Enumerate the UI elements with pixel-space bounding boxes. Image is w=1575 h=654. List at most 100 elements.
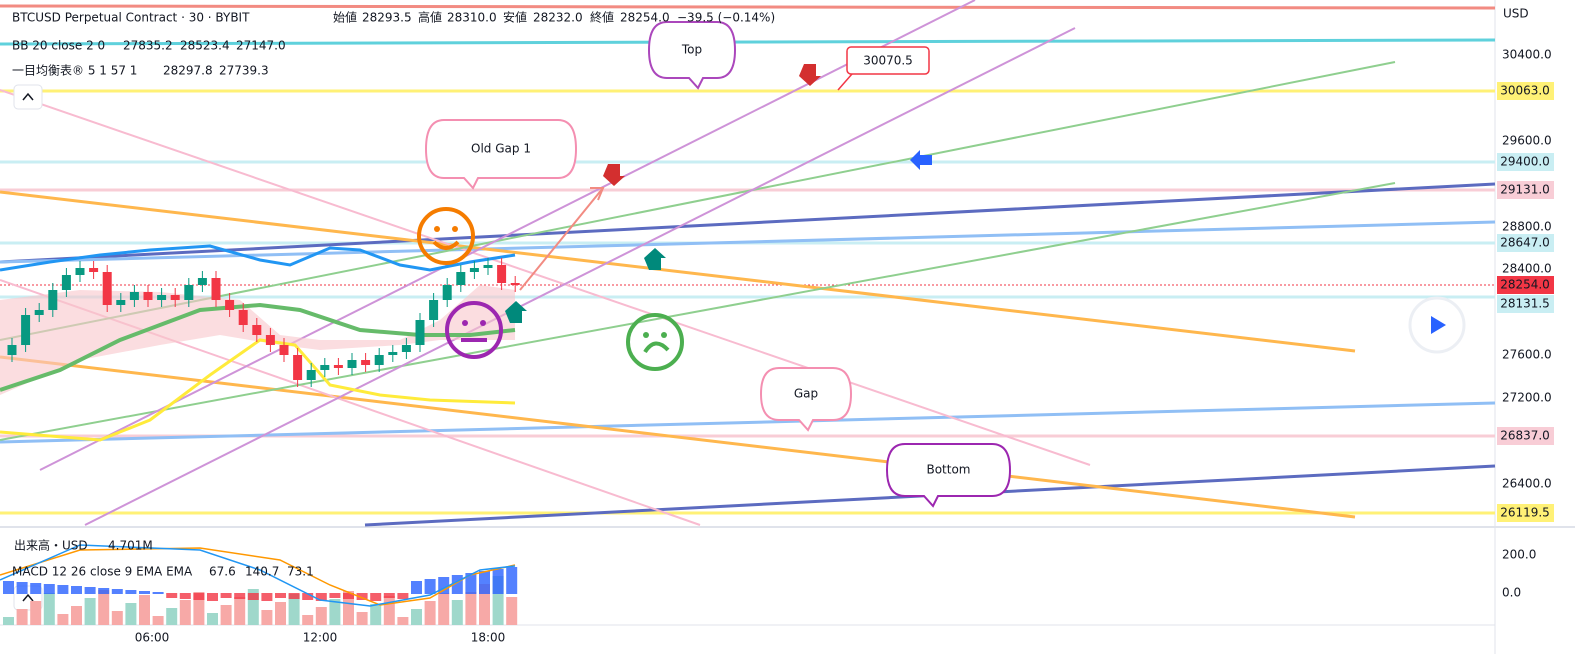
volume-bar: [16, 609, 28, 625]
indicator-value: 27739.3: [219, 64, 269, 78]
arrow-marker: [799, 64, 821, 86]
macd-hist: [179, 593, 191, 599]
candle-body: [374, 355, 384, 365]
price-tag: [1497, 234, 1554, 252]
candle-body: [21, 315, 31, 345]
price-tick-label: 28400.0: [1502, 262, 1552, 276]
price-tag-text: 26119.5: [1500, 506, 1550, 520]
macd-hist: [207, 593, 218, 601]
candle-body: [252, 325, 262, 335]
collapse-button[interactable]: [13, 84, 43, 110]
candle-body: [7, 345, 17, 355]
arrow-head: [590, 187, 605, 201]
callout-bubble: [885, 443, 1012, 508]
callout-text: Top: [681, 43, 702, 57]
volume-bar: [397, 617, 409, 625]
macd-hist: [16, 582, 28, 594]
volume-bar: [356, 612, 368, 625]
volume-bar: [411, 609, 422, 625]
macd-hist: [247, 593, 259, 600]
macd-line: [0, 544, 516, 607]
candle-body: [333, 365, 343, 368]
volume-bar: [370, 604, 382, 625]
price-tick-label: 27200.0: [1502, 391, 1552, 405]
volume-bar: [125, 603, 137, 625]
price-tag: [1497, 295, 1554, 313]
price-tag-text: 28131.5: [1500, 297, 1550, 311]
pane-name: MACD 12 26 close 9 EMA EMA: [12, 565, 193, 579]
volume-bar: [220, 605, 232, 625]
arrow-marker: [505, 301, 527, 323]
volume-bar: [343, 591, 354, 625]
emoji-face: [445, 301, 503, 359]
macd-hist: [71, 586, 82, 594]
macd-hist: [3, 581, 14, 594]
macd-hist: [411, 581, 422, 594]
candle-body: [401, 345, 411, 352]
emoji-eye: [434, 226, 440, 232]
macd-signal: [0, 547, 516, 606]
callout-bubble: [424, 119, 578, 190]
ohlc-label: 始値: [333, 10, 357, 25]
pane-value: 73.1: [287, 565, 314, 579]
collapse-icon: [22, 92, 34, 101]
candle-body: [442, 285, 452, 300]
volume-bar: [315, 607, 327, 625]
volume-bar: [275, 602, 286, 625]
price-tick-label: 27600.0: [1502, 348, 1552, 362]
macd-hist: [397, 593, 409, 599]
drawing-line: [0, 182, 1496, 264]
pane-name: 出来高・USD: [14, 538, 88, 553]
volume-bar: [71, 606, 82, 625]
macd-hist: [57, 585, 69, 594]
macd-hist: [343, 593, 354, 599]
candle-body: [61, 275, 71, 290]
macd-hist: [438, 577, 450, 594]
emoji-face: [417, 207, 475, 265]
volume-bar: [3, 617, 14, 625]
price-note-tail: [837, 73, 853, 91]
candle-body: [456, 272, 466, 285]
macd-hist: [465, 573, 477, 594]
indicator-name: 一目均衡表® 5 1 57 1: [12, 64, 137, 78]
candle-body: [497, 265, 507, 283]
macd-hist: [166, 593, 178, 598]
candle-body: [320, 365, 330, 370]
volume-bar: [451, 600, 463, 625]
emoji-eye: [480, 320, 486, 326]
callout-text: Old Gap 1: [471, 142, 531, 156]
drawing-line: [0, 4, 1496, 10]
time-tick-label: 06:00: [135, 631, 170, 645]
macd-hist: [275, 593, 286, 598]
callout-text: Bottom: [926, 463, 970, 477]
macd-hist: [30, 583, 42, 594]
price-tag: [1497, 504, 1554, 522]
price-tick-label: 26400.0: [1502, 477, 1552, 491]
volume-bar: [302, 615, 314, 625]
volume-bar: [329, 599, 341, 625]
emoji-eye: [462, 320, 468, 326]
candle-body: [89, 268, 99, 272]
macd-hist: [506, 567, 518, 594]
pane-value: 67.6: [209, 565, 236, 579]
macd-hist: [220, 593, 232, 598]
pane-value: 4.701M: [108, 539, 153, 553]
macd-hist: [84, 587, 96, 594]
indicator-line: [0, 302, 516, 392]
indicator-value: 27835.2: [123, 39, 173, 53]
price-tag: [1497, 153, 1554, 171]
volume-bar: [261, 610, 273, 625]
emoji-eye: [452, 226, 458, 232]
macd-hist: [261, 593, 273, 601]
candle-body: [170, 295, 180, 300]
candle-body: [415, 320, 425, 345]
candle-body: [306, 370, 316, 380]
macd-hist: [98, 588, 110, 594]
macd-hist: [492, 569, 504, 594]
indicator-value: 28523.4: [180, 39, 230, 53]
volume-bar: [438, 593, 450, 625]
volume-bar: [193, 592, 205, 625]
candle-body: [143, 292, 153, 300]
arrow-marker: [644, 248, 666, 270]
